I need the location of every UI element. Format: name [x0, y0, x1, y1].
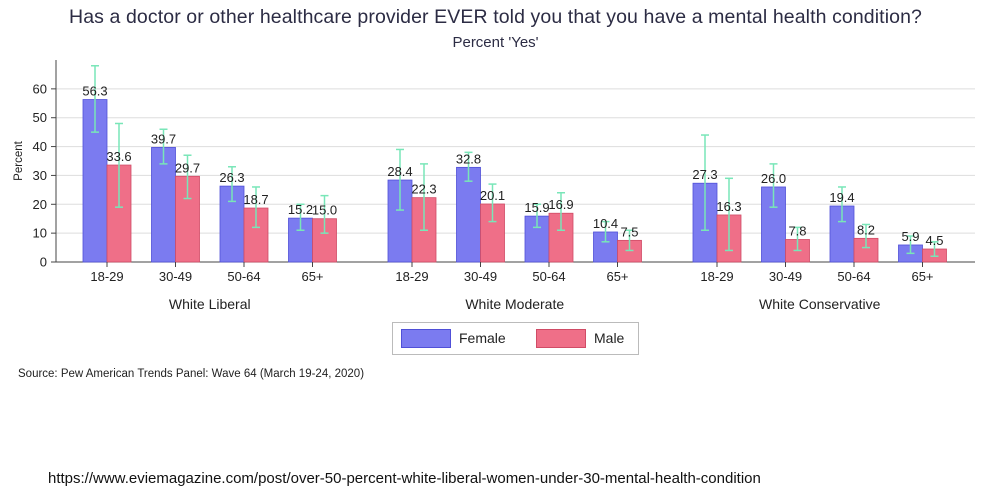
y-axis-title: Percent [13, 140, 25, 180]
x-tick-label: 65+ [606, 269, 628, 284]
data-label-female: 26.3 [219, 170, 244, 185]
data-label-female: 15.2 [288, 202, 313, 217]
data-label-female: 27.3 [692, 167, 717, 182]
group-label: White Moderate [465, 296, 564, 312]
chart-title: Has a doctor or other healthcare provide… [69, 6, 922, 28]
data-label-male: 7.5 [620, 224, 638, 239]
x-tick-label: 65+ [911, 269, 933, 284]
legend: Female Male [392, 322, 639, 355]
legend-item-female: Female [401, 328, 506, 348]
data-label-female: 19.4 [829, 190, 854, 205]
y-tick-label: 10 [33, 226, 47, 241]
group-label: White Liberal [169, 296, 251, 312]
data-label-male: 16.3 [716, 199, 741, 214]
y-tick-label: 40 [33, 139, 47, 154]
data-label-male: 7.8 [788, 223, 806, 238]
data-label-female: 32.8 [456, 151, 481, 166]
y-tick-label: 0 [40, 255, 47, 270]
data-label-female: 28.4 [387, 164, 412, 179]
data-label-male: 16.9 [548, 197, 573, 212]
x-tick-label: 50-64 [227, 269, 260, 284]
chart-subtitle: Percent 'Yes' [452, 34, 539, 51]
source-note: Source: Pew American Trends Panel: Wave … [18, 368, 365, 380]
x-tick-label: 30-49 [159, 269, 192, 284]
legend-label-male: Male [594, 330, 625, 346]
data-label-male: 4.5 [925, 233, 943, 248]
legend-item-male: Male [536, 328, 624, 348]
data-label-male: 18.7 [243, 192, 268, 207]
data-label-female: 5.9 [901, 229, 919, 244]
legend-swatch-male [536, 328, 586, 348]
y-tick-label: 30 [33, 168, 47, 183]
x-tick-label: 30-49 [464, 269, 497, 284]
data-label-female: 15.9 [524, 200, 549, 215]
data-label-female: 39.7 [151, 131, 176, 146]
data-label-male: 8.2 [857, 222, 875, 237]
x-tick-label: 18-29 [395, 269, 428, 284]
data-label-male: 22.3 [411, 182, 436, 197]
y-tick-label: 20 [33, 197, 47, 212]
bar-female [151, 147, 176, 263]
data-label-female: 56.3 [82, 84, 107, 99]
data-label-male: 29.7 [175, 160, 200, 175]
data-label-male: 15.0 [312, 203, 337, 218]
chart-figure: Has a doctor or other healthcare provide… [13, 6, 975, 380]
bar-female [288, 217, 313, 263]
x-tick-label: 65+ [301, 269, 323, 284]
x-tick-label: 18-29 [90, 269, 123, 284]
source-url: https://www.eviemagazine.com/post/over-5… [48, 470, 761, 487]
y-tick-label: 60 [33, 81, 47, 96]
plot-area [56, 60, 975, 262]
legend-swatch-female [401, 328, 451, 348]
y-tick-label: 50 [33, 110, 47, 125]
data-label-female: 10.4 [593, 216, 618, 231]
x-tick-label: 50-64 [837, 269, 870, 284]
x-tick-label: 30-49 [769, 269, 802, 284]
data-label-male: 33.6 [106, 149, 131, 164]
data-label-female: 26.0 [761, 171, 786, 186]
data-label-male: 20.1 [480, 188, 505, 203]
legend-label-female: Female [459, 330, 506, 346]
group-label: White Conservative [759, 296, 881, 312]
x-tick-label: 18-29 [700, 269, 733, 284]
bar-chart: 0 10 20 30 40 50 60 Percent 56.3 33.6 18-29 39.7 29.… [13, 60, 975, 312]
x-tick-label: 50-64 [532, 269, 565, 284]
